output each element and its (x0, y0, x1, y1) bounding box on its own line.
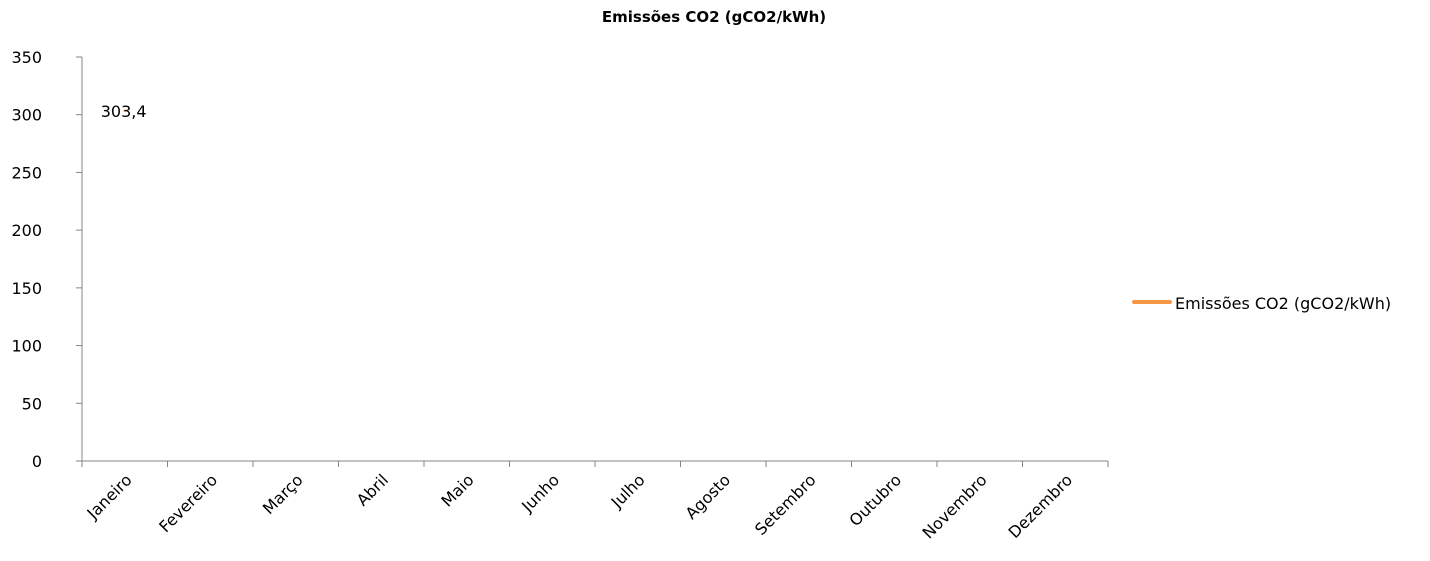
legend: Emissões CO2 (gCO2/kWh) (1132, 294, 1391, 313)
data-labels: 303,4 (101, 102, 147, 121)
y-tick-label: 300 (11, 106, 42, 125)
x-tick-label: Agosto (682, 470, 735, 523)
x-tick-label: Janeiro (83, 470, 136, 523)
y-tick-label: 150 (11, 279, 42, 298)
plot-series (123, 109, 127, 113)
chart-title: Emissões CO2 (gCO2/kWh) (602, 8, 826, 26)
y-tick-label: 50 (22, 394, 42, 413)
x-tick-label: Maio (437, 470, 477, 510)
x-tick-label: Fevereiro (155, 470, 221, 536)
y-tick-label: 200 (11, 221, 42, 240)
x-tick-label: Dezembro (1005, 470, 1077, 542)
x-tick-label: Julho (607, 470, 649, 512)
x-tick-label: Junho (517, 470, 563, 516)
data-label: 303,4 (101, 102, 147, 121)
y-tick-label: 350 (11, 48, 42, 67)
x-tick-label: Abril (353, 470, 392, 509)
x-tick-label: Novembro (919, 470, 991, 542)
x-axis: Janeiro Fevereiro Março Abril Maio Junho Julho… (81, 460, 1109, 542)
y-tick-label: 0 (32, 452, 42, 471)
x-tick-label: Setembro (751, 470, 820, 539)
y-tick-label: 250 (11, 163, 42, 182)
series-point (123, 109, 127, 113)
y-axis: 0 50 100 150 200 250 300 350 (11, 48, 83, 471)
x-tick-label: Outubro (845, 470, 905, 530)
legend-label: Emissões CO2 (gCO2/kWh) (1175, 294, 1391, 313)
x-tick-label: Março (259, 470, 307, 518)
y-tick-label: 100 (11, 337, 42, 356)
